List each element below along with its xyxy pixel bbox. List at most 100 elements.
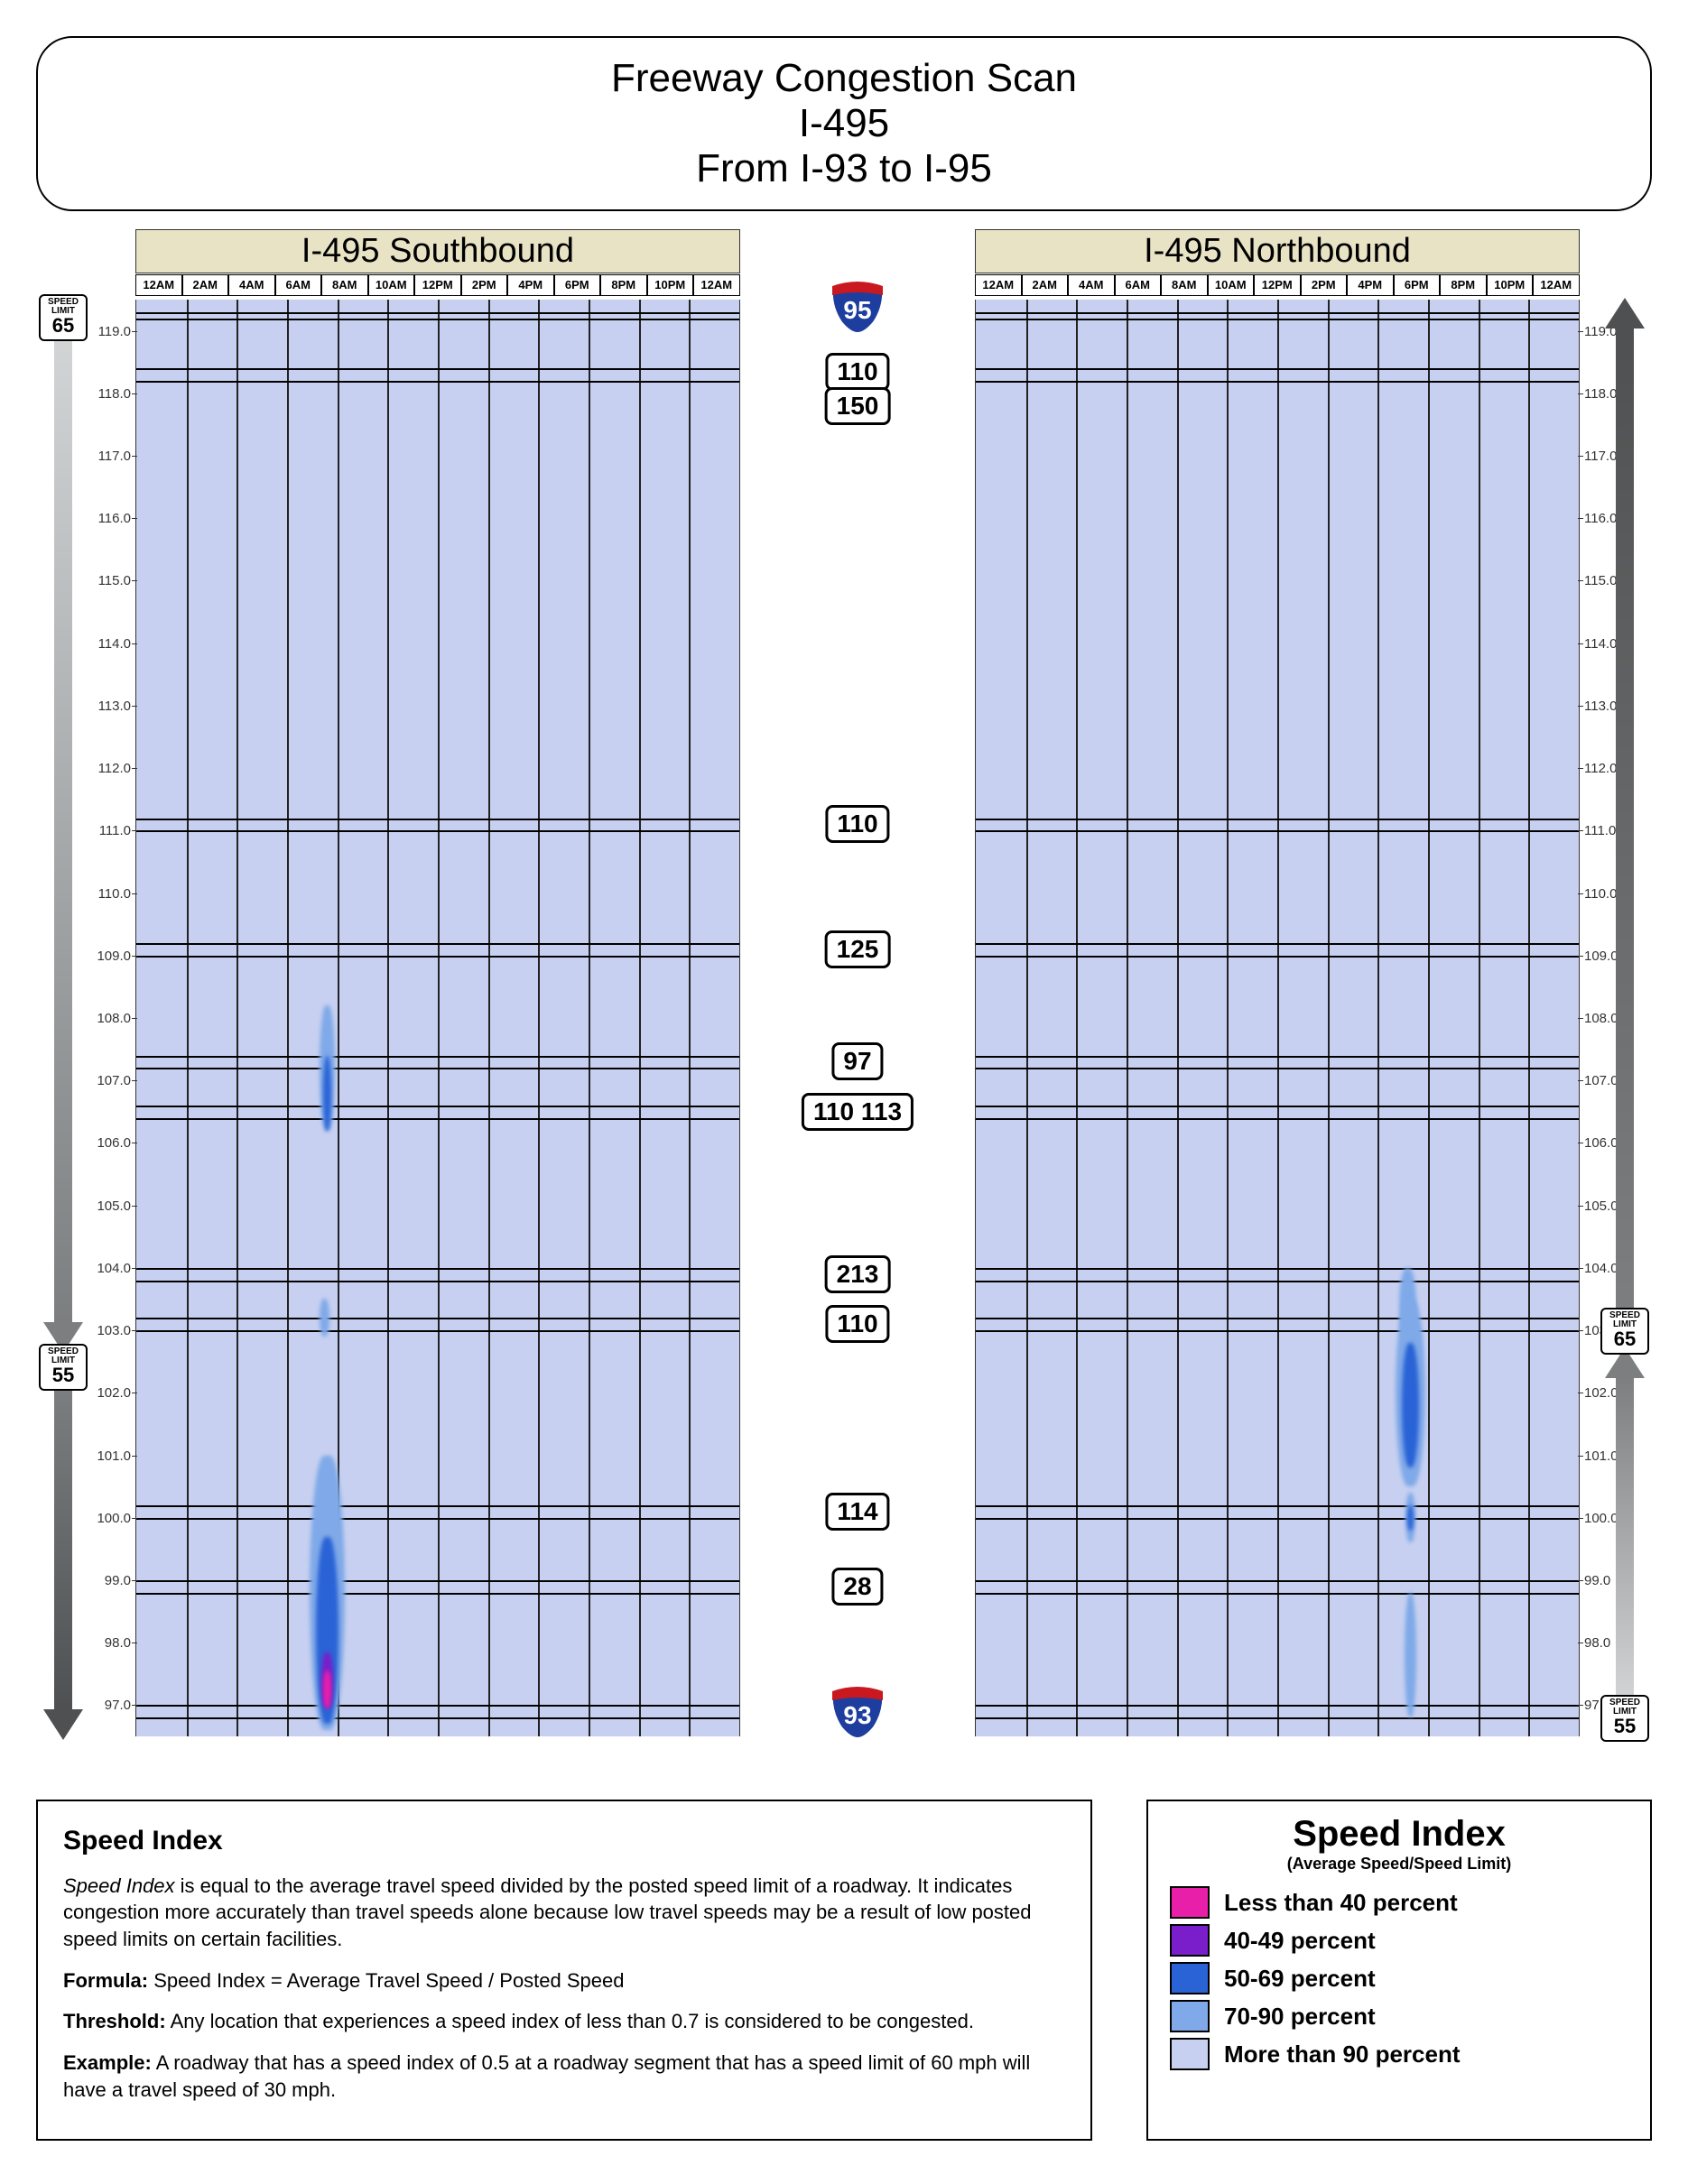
time-gridline xyxy=(1428,300,1430,1736)
segment-line xyxy=(976,1330,1579,1332)
time-axis-north: 12AM2AM4AM6AM8AM10AM12PM2PM4PM6PM8PM10PM… xyxy=(975,274,1580,296)
mile-label: 113.0 xyxy=(95,699,131,714)
segment-line xyxy=(976,1118,1579,1120)
direction-arrow-shaft xyxy=(54,336,72,1322)
time-gridline xyxy=(187,300,189,1736)
route-marker-column: 95 11015011012597110 11321311011428 93 xyxy=(758,300,957,1736)
time-tick: 12AM xyxy=(135,274,182,296)
mile-label: 119.0 xyxy=(95,324,131,339)
desc-threshold-text: Any location that experiences a speed in… xyxy=(166,2010,974,2032)
interstate-shield-icon: 95 xyxy=(829,277,886,335)
main-chart-area: I-495 Southbound I-495 Northbound 12AM2A… xyxy=(18,229,1670,1763)
legend: Speed Index (Average Speed/Speed Limit) … xyxy=(1146,1800,1652,2141)
speed-limit-sign: SPEED LIMIT 55 xyxy=(39,1344,88,1391)
legend-title: Speed Index xyxy=(1170,1814,1628,1855)
segment-line xyxy=(976,1705,1579,1707)
time-gridline xyxy=(237,300,238,1736)
interstate-shield: 95 xyxy=(829,277,886,335)
speed-limit-sign: SPEED LIMIT 65 xyxy=(39,294,88,341)
mile-label: 117.0 xyxy=(95,449,131,464)
time-tick: 8PM xyxy=(1440,274,1487,296)
time-tick: 8AM xyxy=(321,274,368,296)
mile-label: 110.0 xyxy=(95,886,131,902)
time-gridline xyxy=(1177,300,1179,1736)
time-tick: 2PM xyxy=(1301,274,1348,296)
congestion-region xyxy=(1407,1505,1414,1531)
desc-p1-em: Speed Index xyxy=(63,1874,175,1897)
heatmap-panel-south xyxy=(135,300,740,1736)
segment-line xyxy=(976,1505,1579,1507)
segment-line xyxy=(136,312,739,314)
congestion-region xyxy=(1405,1593,1417,1717)
legend-swatch xyxy=(1170,2038,1210,2070)
segment-line xyxy=(136,956,739,958)
mile-label: 115.0 xyxy=(95,573,131,588)
segment-line xyxy=(976,368,1579,370)
legend-swatch xyxy=(1170,1924,1210,1957)
time-tick: 4PM xyxy=(507,274,554,296)
direction-title-south: I-495 Southbound xyxy=(135,229,740,273)
mile-label: 106.0 xyxy=(95,1135,131,1151)
time-gridline xyxy=(1026,300,1028,1736)
direction-arrow-shaft xyxy=(1616,327,1634,1313)
route-badge: 110 xyxy=(825,353,889,391)
direction-title-north: I-495 Northbound xyxy=(975,229,1580,273)
time-tick: 10PM xyxy=(1487,274,1534,296)
legend-item: 40-49 percent xyxy=(1170,1924,1628,1957)
segment-line xyxy=(976,1068,1579,1069)
desc-formula-label: Formula: xyxy=(63,1969,148,1992)
segment-line xyxy=(136,1505,739,1507)
route-badge: 110 113 xyxy=(802,1093,914,1131)
time-tick: 6AM xyxy=(1115,274,1162,296)
route-badge: 150 xyxy=(825,387,891,425)
speed-limit-sign: SPEED LIMIT 55 xyxy=(1600,1695,1649,1742)
segment-line xyxy=(136,1580,739,1582)
time-tick: 8AM xyxy=(1161,274,1208,296)
mile-label: 118.0 xyxy=(95,386,131,402)
legend-label: 40-49 percent xyxy=(1224,1927,1376,1955)
time-tick: 6PM xyxy=(554,274,601,296)
route-badge: 110 xyxy=(825,1305,889,1343)
time-gridline xyxy=(689,300,691,1736)
segment-line xyxy=(976,312,1579,314)
sign-value: 55 xyxy=(1602,1717,1647,1736)
direction-arrow-shaft xyxy=(1616,1376,1634,1700)
route-badge: 97 xyxy=(831,1042,883,1080)
route-badge: 110 xyxy=(825,805,889,843)
mile-label: 116.0 xyxy=(95,511,131,526)
segment-line xyxy=(976,819,1579,820)
time-tick: 6PM xyxy=(1394,274,1441,296)
arrow-head-down-icon xyxy=(43,1709,83,1740)
segment-line xyxy=(976,1593,1579,1595)
segment-line xyxy=(136,1705,739,1707)
legend-swatch xyxy=(1170,1962,1210,1994)
page-title-box: Freeway Congestion Scan I-495 From I-93 … xyxy=(36,36,1652,211)
time-tick: 12PM xyxy=(414,274,461,296)
time-tick: 2PM xyxy=(461,274,508,296)
mile-label: 102.0 xyxy=(95,1385,131,1401)
speed-index-description: Speed Index Speed Index is equal to the … xyxy=(36,1800,1092,2141)
time-gridline xyxy=(1127,300,1128,1736)
mile-label: 97.0 xyxy=(95,1698,131,1713)
route-badge: 213 xyxy=(825,1255,891,1293)
time-tick: 10AM xyxy=(1208,274,1255,296)
speed-limit-col-left: SPEED LIMIT 65 SPEED LIMIT 55 xyxy=(32,300,95,1736)
time-gridline xyxy=(1328,300,1330,1736)
time-tick: 12AM xyxy=(1533,274,1580,296)
time-tick: 8PM xyxy=(600,274,647,296)
segment-line xyxy=(136,1068,739,1069)
time-gridline xyxy=(1277,300,1279,1736)
desc-threshold: Threshold: Any location that experiences… xyxy=(63,2008,1065,2035)
segment-line xyxy=(976,1518,1579,1520)
legend-item: 70-90 percent xyxy=(1170,2000,1628,2032)
route-badge: 114 xyxy=(825,1493,889,1531)
time-tick: 4AM xyxy=(1068,274,1115,296)
segment-line xyxy=(976,1056,1579,1058)
mile-label: 101.0 xyxy=(95,1448,131,1464)
segment-line xyxy=(136,1518,739,1520)
mile-label: 100.0 xyxy=(95,1511,131,1526)
legend-label: More than 90 percent xyxy=(1224,2041,1461,2068)
legend-subtitle: (Average Speed/Speed Limit) xyxy=(1170,1855,1628,1874)
arrow-head-up-icon xyxy=(1605,298,1645,329)
sign-value: 55 xyxy=(41,1365,86,1385)
